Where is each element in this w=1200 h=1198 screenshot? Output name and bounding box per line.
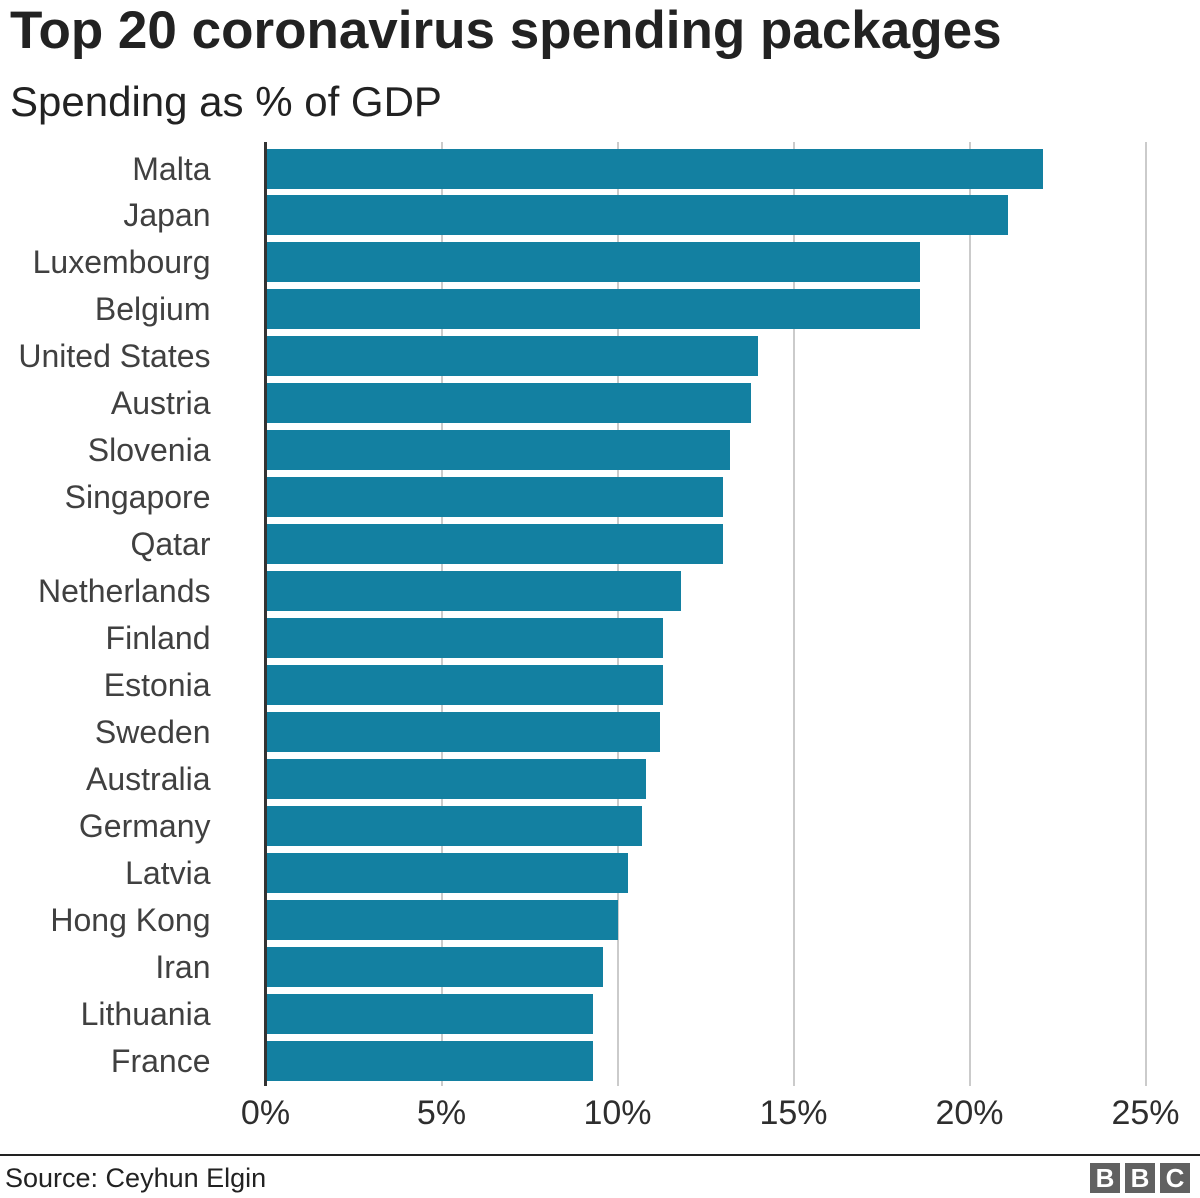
bar-australia (265, 758, 646, 799)
bar-hong-kong (265, 899, 618, 940)
x-tick-label-5: 5% (416, 1094, 467, 1132)
chart-subtitle: Spending as % of GDP (10, 78, 442, 125)
bar-lithuania (265, 993, 593, 1034)
bar-iran (265, 946, 604, 987)
category-label-germany: Germany (78, 807, 211, 844)
bar-latvia (265, 852, 629, 893)
category-label-qatar: Qatar (130, 526, 211, 563)
x-tick-label-20: 20% (935, 1094, 1004, 1132)
x-tick-label-10: 10% (583, 1094, 652, 1132)
gridline-10 (616, 142, 619, 1086)
footer-divider (0, 1154, 1200, 1156)
x-tick-label-25: 25% (1111, 1094, 1180, 1132)
bbc-logo-block-2: B (1125, 1163, 1155, 1193)
gridline-20 (968, 142, 971, 1086)
bar-france (265, 1040, 593, 1081)
category-label-japan: Japan (123, 197, 211, 234)
bar-united-states (265, 336, 759, 377)
bar-finland (265, 618, 664, 658)
bbc-logo-block-1: B (1090, 1163, 1120, 1193)
category-label-iran: Iran (155, 948, 211, 985)
category-label-slovenia: Slovenia (87, 432, 211, 469)
category-label-finland: Finland (105, 620, 211, 656)
category-label-united-states: United States (18, 338, 211, 375)
category-label-austria: Austria (110, 385, 211, 422)
category-label-hong-kong: Hong Kong (50, 901, 211, 938)
bar-netherlands (265, 571, 681, 612)
category-label-malta: Malta (132, 150, 211, 187)
chart-title: Top 20 coronavirus spending packages (10, 1, 1002, 60)
source-caption: Source: Ceyhun Elgin (5, 1163, 267, 1193)
category-label-latvia: Latvia (125, 854, 211, 891)
bar-qatar (265, 524, 724, 565)
category-label-belgium: Belgium (94, 291, 211, 328)
bar-germany (265, 805, 643, 846)
bar-sweden (265, 711, 660, 752)
bar-malta (265, 148, 1044, 189)
bar-luxembourg (265, 242, 921, 283)
bar-estonia (265, 664, 664, 705)
bar-belgium (265, 289, 921, 330)
x-tick-label-0: 0% (240, 1094, 291, 1132)
x-tick-label-15: 15% (759, 1094, 828, 1132)
bbc-logo-block-3: C (1160, 1163, 1190, 1193)
bar-japan (265, 195, 1009, 236)
bar-austria (265, 383, 752, 424)
bar-slovenia (265, 430, 731, 471)
category-label-estonia: Estonia (103, 666, 211, 703)
gridline-25 (1144, 142, 1147, 1086)
category-label-lithuania: Lithuania (80, 995, 211, 1032)
gridline-5 (440, 142, 443, 1086)
bar-singapore (265, 477, 724, 518)
category-label-netherlands: Netherlands (37, 573, 211, 610)
category-label-singapore: Singapore (64, 479, 211, 516)
category-label-luxembourg: Luxembourg (32, 244, 211, 281)
category-label-france: France (110, 1042, 211, 1079)
category-label-sweden: Sweden (94, 713, 211, 750)
category-label-australia: Australia (86, 760, 211, 797)
y-axis-line (264, 142, 267, 1086)
gridline-15 (792, 142, 795, 1086)
